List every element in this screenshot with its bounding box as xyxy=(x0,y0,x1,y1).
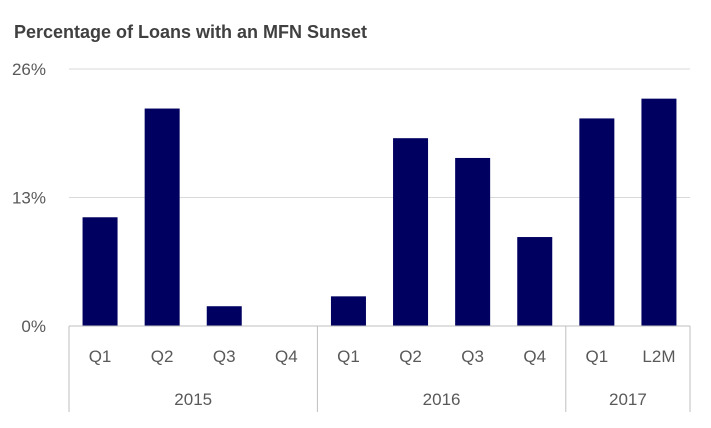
x-tick-label: Q2 xyxy=(151,347,174,366)
x-tick-label: Q1 xyxy=(337,347,360,366)
x-tick-label: L2M xyxy=(642,347,675,366)
bar xyxy=(144,108,180,327)
group-label: 2017 xyxy=(609,390,647,409)
y-tick-label: 26% xyxy=(12,60,46,79)
x-tick-label: Q1 xyxy=(89,347,112,366)
x-tick-label: Q4 xyxy=(523,347,546,366)
group-label: 2015 xyxy=(174,390,212,409)
y-axis-ticks: 0% 13% 26% xyxy=(12,60,46,336)
bar xyxy=(579,118,615,326)
bar xyxy=(455,157,491,326)
x-tick-label: Q2 xyxy=(399,347,422,366)
y-tick-label: 0% xyxy=(21,317,46,336)
group-label: 2016 xyxy=(423,390,461,409)
bar xyxy=(330,296,366,326)
bar xyxy=(641,98,677,327)
bars xyxy=(82,98,677,327)
bar xyxy=(82,217,118,326)
x-tick-label: Q4 xyxy=(275,347,298,366)
x-tick-label: Q1 xyxy=(586,347,609,366)
y-tick-label: 13% xyxy=(12,189,46,208)
x-tick-label: Q3 xyxy=(213,347,236,366)
bar xyxy=(206,306,242,326)
chart-title: Percentage of Loans with an MFN Sunset xyxy=(14,22,368,42)
x-tick-label: Q3 xyxy=(461,347,484,366)
x-axis: Q1 Q2 Q3 Q4 Q1 Q2 Q3 Q4 Q1 L2M 2015 2016 2017 xyxy=(68,325,691,412)
bar xyxy=(517,237,553,326)
bar xyxy=(393,138,429,326)
